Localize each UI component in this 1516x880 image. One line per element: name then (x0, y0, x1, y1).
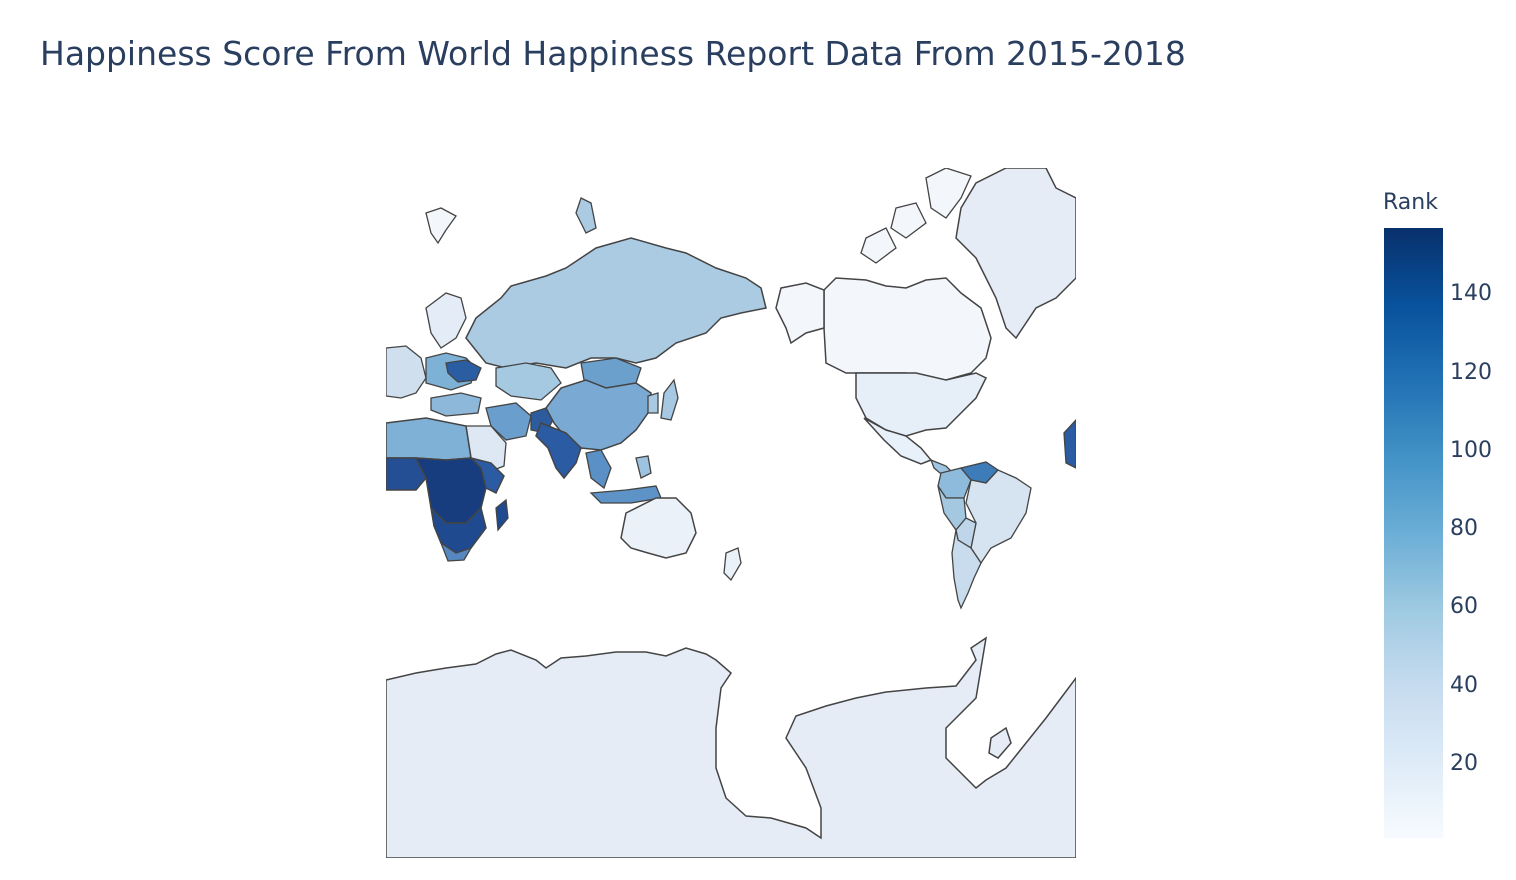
colorbar-tick-label: 120 (1450, 359, 1492, 385)
west-africa (386, 457, 427, 491)
colorbar (1384, 228, 1443, 838)
alaska (775, 282, 825, 345)
russia (465, 237, 767, 369)
japan (660, 378, 679, 421)
colorbar-title: Rank (1383, 190, 1438, 215)
usa (855, 372, 988, 437)
ukraine (445, 359, 482, 383)
antarctic-island (988, 726, 1012, 759)
colorbar-tick-label: 140 (1450, 281, 1492, 307)
new-zealand (723, 547, 742, 582)
svalbard (425, 207, 457, 245)
canada (823, 277, 992, 381)
korea (647, 392, 659, 414)
brazil (965, 469, 1032, 565)
philippines (635, 455, 652, 479)
colorbar-tick-label: 80 (1450, 516, 1478, 542)
argentina-chile (951, 529, 982, 610)
colorbar-tick-label: 40 (1450, 672, 1478, 698)
turkey (430, 392, 482, 417)
colorbar-tick-label: 60 (1450, 594, 1478, 620)
southern-africa (429, 505, 487, 554)
chart-title: Happiness Score From World Happiness Rep… (40, 34, 1186, 73)
africa-wrap (1063, 419, 1076, 469)
greenland (955, 168, 1076, 340)
south-africa (439, 541, 473, 562)
antarctica (386, 636, 1076, 858)
kazakhstan (495, 362, 562, 401)
arctic-islands (860, 168, 972, 264)
scandinavia (425, 292, 467, 349)
australia (620, 497, 697, 559)
world-map[interactable] (386, 168, 1076, 858)
colorbar-tick-label: 20 (1450, 750, 1478, 776)
novaya-zemlya (575, 197, 597, 234)
east-africa (468, 456, 505, 495)
colorbar-tick-label: 100 (1450, 437, 1492, 463)
north-africa (386, 417, 472, 461)
southeast-asia (585, 449, 612, 490)
europe-west (386, 345, 427, 399)
india (535, 422, 582, 480)
madagascar (495, 498, 509, 532)
